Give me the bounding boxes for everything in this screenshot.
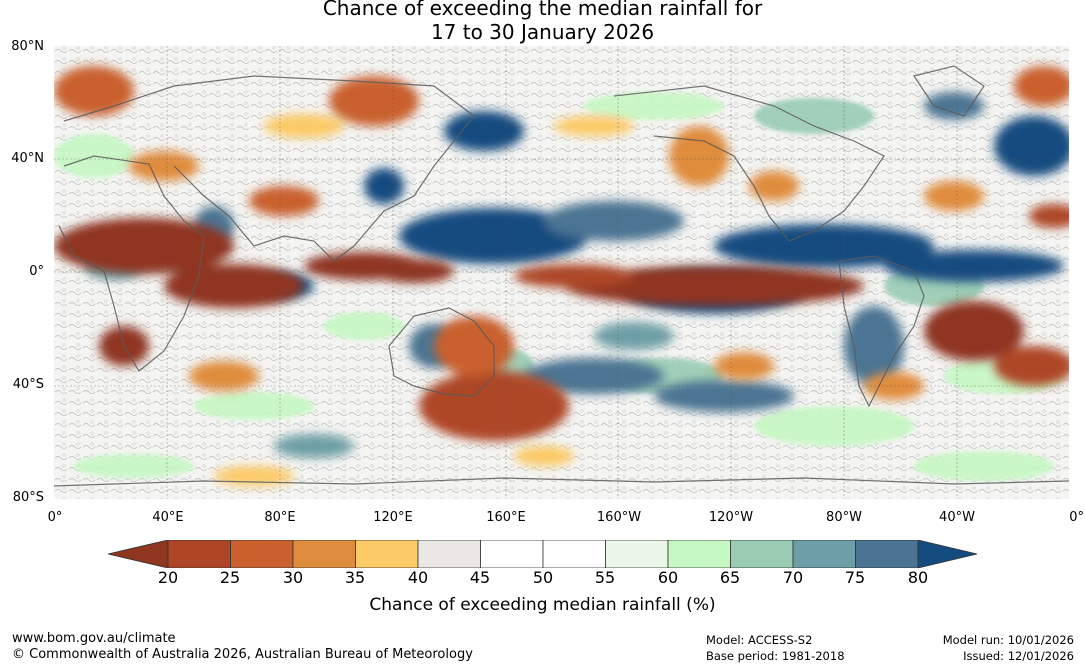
lat-label-40s: 40°S <box>12 377 44 392</box>
lat-label-80n: 80°N <box>11 39 44 54</box>
colorbar-50-55 <box>542 539 606 569</box>
colorbar-tick-35: 35 <box>344 568 366 587</box>
lon-label-120w: 120°W <box>708 510 754 525</box>
colorbar-75-80 <box>855 539 919 569</box>
lon-label-40w: 40°W <box>939 510 975 525</box>
footer-model-run: Model run: 10/01/2026 <box>942 633 1074 647</box>
colorbar-tick-80: 80 <box>907 568 929 587</box>
lon-label-80e: 80°E <box>264 510 296 525</box>
footer-issued: Issued: 12/01/2026 <box>963 649 1074 663</box>
colorbar-tick-70: 70 <box>782 568 804 587</box>
lon-label-80w: 80°W <box>826 510 862 525</box>
colorbar <box>107 539 978 569</box>
colorbar-55-60 <box>605 539 669 569</box>
colorbar-tick-20: 20 <box>157 568 179 587</box>
colorbar-20-25 <box>167 539 231 569</box>
title-line-2: 17 to 30 January 2026 <box>430 20 655 44</box>
footer-copyright: © Commonwealth of Australia 2026, Austra… <box>12 647 473 662</box>
colorbar-70-75 <box>792 539 856 569</box>
colorbar-30-35 <box>292 539 356 569</box>
colorbar-tick-50: 50 <box>532 568 554 587</box>
lat-label-40n: 40°N <box>11 151 44 166</box>
lat-label-80s: 80°S <box>12 490 44 505</box>
colorbar-35-40 <box>355 539 419 569</box>
colorbar-tick-55: 55 <box>594 568 616 587</box>
colorbar-svg <box>107 539 978 569</box>
lon-label-0-east: 0° <box>1069 510 1084 525</box>
lon-label-40e: 40°E <box>152 510 184 525</box>
colorbar-65-70 <box>730 539 794 569</box>
map-canvas <box>54 46 1069 499</box>
footer-base-period: Base period: 1981-2018 <box>706 649 845 663</box>
colorbar-tick-45: 45 <box>469 568 491 587</box>
map-title: Chance of exceeding the median rainfall … <box>0 0 1085 44</box>
footer-model: Model: ACCESS-S2 <box>706 633 813 647</box>
lon-label-160e: 160°E <box>486 510 526 525</box>
footer-url[interactable]: www.bom.gov.au/climate <box>12 631 176 646</box>
colorbar-25-30 <box>230 539 294 569</box>
colorbar-45-50 <box>480 539 544 569</box>
wet-regions <box>84 92 1069 458</box>
colorbar-tick-60: 60 <box>657 568 679 587</box>
colorbar-tick-25: 25 <box>219 568 241 587</box>
graticule <box>54 46 1069 499</box>
rainfall-map <box>54 46 1069 499</box>
lon-label-160w: 160°W <box>596 510 642 525</box>
title-line-1: Chance of exceeding the median rainfall … <box>322 0 763 20</box>
colorbar-arrow-high <box>917 539 978 569</box>
colorbar-tick-30: 30 <box>282 568 304 587</box>
colorbar-tick-75: 75 <box>844 568 866 587</box>
lon-label-120e: 120°E <box>373 510 413 525</box>
lon-label-0: 0° <box>47 510 63 525</box>
lat-label-equator: 0° <box>29 264 44 279</box>
colorbar-label: Chance of exceeding median rainfall (%) <box>369 595 716 615</box>
colorbar-tick-65: 65 <box>719 568 741 587</box>
colorbar-40-45 <box>417 539 481 569</box>
colorbar-arrow-low <box>107 539 169 569</box>
colorbar-60-65 <box>667 539 731 569</box>
colorbar-tick-40: 40 <box>407 568 429 587</box>
